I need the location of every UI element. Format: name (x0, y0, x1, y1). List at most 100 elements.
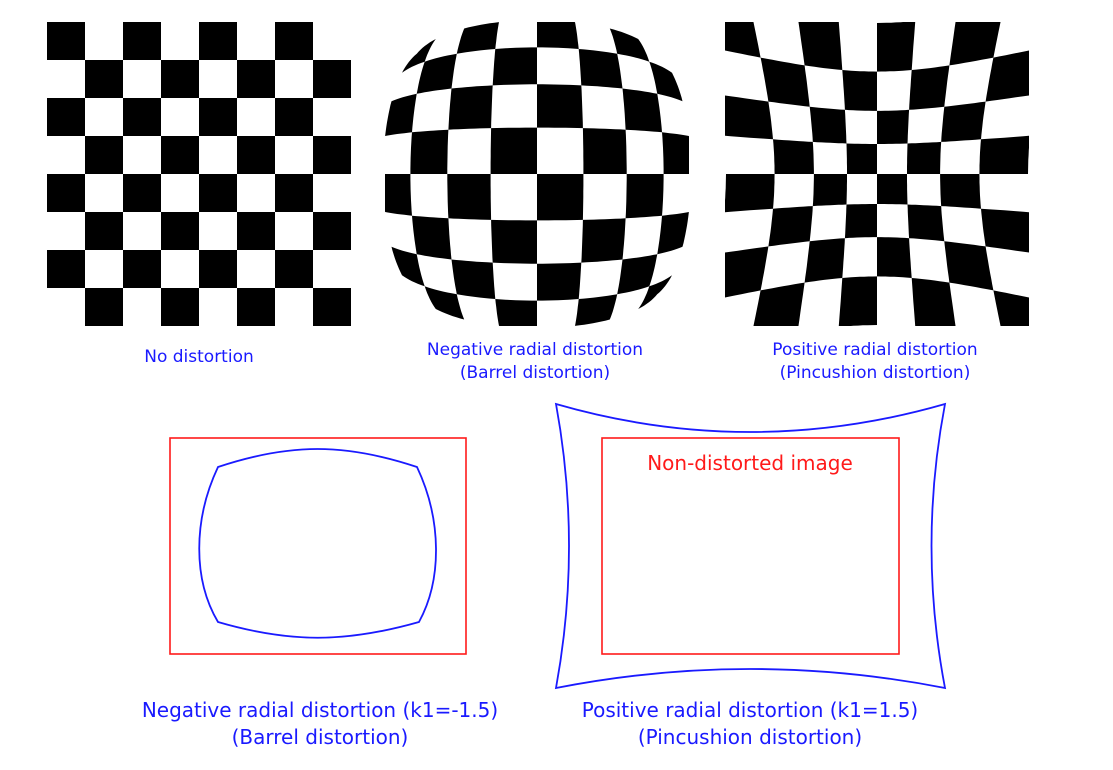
checker-square (456, 22, 499, 54)
reference-rect-left (169, 437, 467, 655)
checker-square (123, 174, 161, 212)
checker-square (451, 259, 496, 299)
caption-barrel-line2: (Barrel distortion) (459, 363, 611, 383)
checker-square (877, 237, 912, 278)
checker-square (313, 212, 351, 250)
checker-square (537, 22, 579, 49)
checker-square (161, 288, 199, 326)
checker-square (199, 174, 237, 212)
checker-square (385, 93, 417, 136)
checker-square (877, 22, 916, 72)
checker-square (985, 50, 1029, 102)
checker-square (725, 174, 775, 213)
caption-no-distortion: No distortion (47, 346, 351, 369)
checker-square (490, 127, 537, 174)
checkerboard-barrel-distortion (385, 22, 689, 326)
checker-square (842, 70, 877, 111)
checker-square (838, 276, 877, 326)
checker-square (161, 60, 199, 98)
checker-square (47, 250, 85, 288)
checker-square (979, 135, 1029, 174)
checker-square (424, 286, 465, 320)
checker-square (582, 128, 627, 174)
checker-square (609, 28, 650, 62)
checker-square (760, 57, 810, 107)
checker-square (812, 174, 847, 207)
checker-square (161, 212, 199, 250)
checker-square (313, 136, 351, 174)
caption-pincushion: Positive radial distortion (Pincushion d… (700, 339, 1050, 385)
checker-square (768, 206, 813, 247)
checker-square (402, 39, 436, 73)
checker-square (798, 22, 843, 70)
checker-square (199, 22, 237, 60)
checker-square (313, 288, 351, 326)
caption-barrel: Negative radial distortion (Barrel disto… (360, 339, 710, 385)
caption-pincushion-line2: (Pincushion distortion) (779, 363, 971, 383)
caption-negative-k1-line1: Negative radial distortion (k1=-1.5) (141, 698, 499, 722)
checker-square (199, 98, 237, 136)
checker-square (753, 282, 805, 326)
checker-square (275, 250, 313, 288)
caption-pincushion-line1: Positive radial distortion (772, 340, 978, 360)
checker-square (85, 136, 123, 174)
checker-square (809, 106, 847, 144)
checker-square (537, 84, 583, 129)
checkerboard-pincushion-distortion (725, 22, 1029, 326)
checker-square (275, 174, 313, 212)
checker-square (47, 98, 85, 136)
checker-square (804, 238, 845, 283)
checker-square (877, 174, 908, 205)
reference-rect-right (601, 437, 900, 655)
checker-square (313, 60, 351, 98)
checker-square (578, 49, 623, 89)
checker-square (617, 254, 658, 295)
non-distorted-image-label: Non-distorted image (647, 451, 853, 475)
caption-positive-k1-line2: (Pincushion distortion) (637, 725, 863, 749)
checker-square (85, 60, 123, 98)
checker-square (385, 174, 412, 216)
checker-square (725, 22, 761, 58)
checker-square (391, 246, 425, 287)
caption-negative-k1-line2: (Barrel distortion) (231, 725, 409, 749)
checker-square (161, 136, 199, 174)
checker-square (941, 101, 986, 142)
checker-square (237, 60, 275, 98)
checker-square (581, 218, 626, 263)
checker-square (491, 219, 537, 264)
checker-square (447, 174, 492, 220)
checker-square (410, 129, 449, 174)
checker-square (85, 212, 123, 250)
checker-square (622, 88, 662, 133)
caption-negative-k1: Negative radial distortion (k1=-1.5) (Ba… (60, 697, 580, 751)
pincushion-distortion-outline (554, 402, 947, 690)
caption-no-distortion-text: No distortion (144, 347, 254, 367)
checkerboard-undistorted (47, 22, 351, 326)
checker-square (492, 47, 537, 86)
checker-square (416, 53, 457, 94)
checker-square (237, 136, 275, 174)
barrel-distortion-outline (198, 448, 437, 639)
checker-square (275, 98, 313, 136)
checker-square (907, 204, 945, 242)
checker-square (657, 212, 689, 255)
checker-square (981, 208, 1029, 253)
checker-square (123, 22, 161, 60)
checker-square (662, 132, 689, 174)
checker-square (275, 22, 313, 60)
checker-square (844, 204, 877, 239)
checker-square (412, 215, 452, 260)
checker-square (638, 275, 672, 309)
checker-square (537, 262, 582, 301)
checker-square (625, 174, 664, 219)
checker-square (237, 212, 275, 250)
checker-square (237, 288, 275, 326)
checker-square (123, 250, 161, 288)
checker-square (575, 294, 618, 326)
checker-square (448, 85, 493, 130)
checker-square (877, 109, 910, 144)
checker-square (199, 250, 237, 288)
checker-square (495, 299, 537, 326)
checker-square (47, 174, 85, 212)
checker-square (940, 174, 981, 209)
